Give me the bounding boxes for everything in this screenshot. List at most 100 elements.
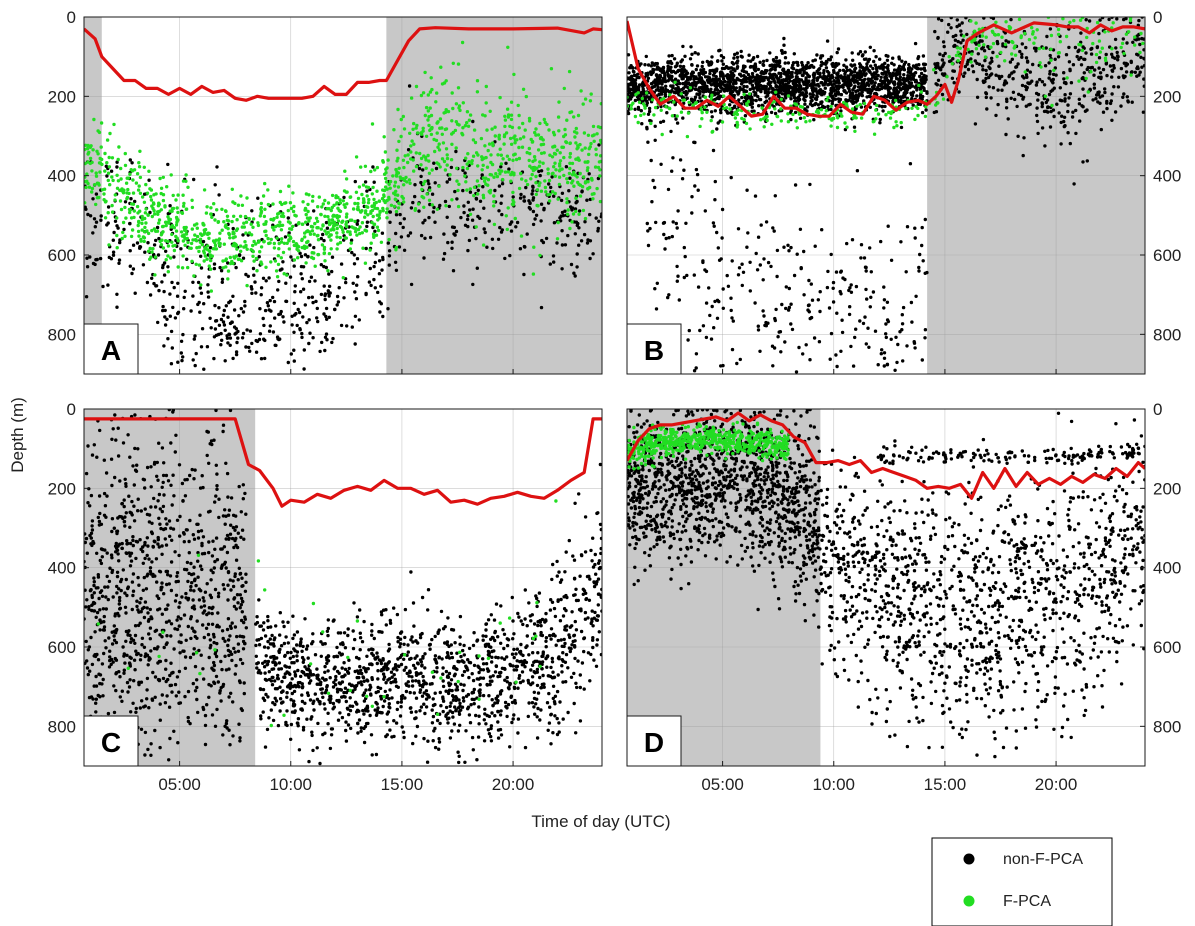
nonfpca-point: [1024, 56, 1029, 60]
nonfpca-point: [994, 73, 998, 77]
nonfpca-point: [652, 80, 657, 84]
nonfpca-point: [202, 367, 206, 371]
fpca-point: [414, 151, 418, 155]
nonfpca-point: [133, 291, 137, 295]
fpca-point: [436, 145, 440, 149]
nonfpca-point: [331, 336, 335, 341]
fpca-point: [345, 212, 349, 216]
nonfpca-point: [681, 64, 686, 69]
nonfpca-point: [770, 90, 774, 94]
fpca-point: [146, 231, 151, 236]
fpca-point: [415, 123, 419, 128]
fpca-point: [518, 137, 523, 141]
fpca-point: [451, 61, 455, 65]
nonfpca-point: [983, 58, 987, 63]
nonfpca-point: [957, 23, 962, 27]
fpca-point: [360, 231, 364, 235]
nonfpca-point: [808, 92, 812, 96]
nonfpca-point: [292, 348, 296, 352]
nonfpca-point: [851, 74, 855, 78]
fpca-point: [396, 156, 400, 160]
nonfpca-point: [855, 169, 860, 173]
nonfpca-point: [788, 85, 792, 89]
nonfpca-point: [500, 194, 504, 198]
fpca-point: [553, 161, 557, 165]
fpca-point: [583, 216, 588, 221]
nonfpca-point: [1062, 71, 1066, 75]
fpca-point: [295, 247, 299, 251]
nonfpca-point: [923, 328, 928, 332]
nonfpca-point: [683, 54, 687, 58]
nonfpca-point: [1101, 110, 1106, 114]
nonfpca-point: [539, 169, 544, 173]
fpca-point: [176, 193, 180, 197]
fpca-point: [85, 172, 89, 176]
fpca-point: [258, 214, 262, 218]
fpca-point: [419, 163, 423, 167]
nonfpca-point: [1025, 75, 1029, 79]
nonfpca-point: [885, 65, 889, 70]
fpca-point: [480, 155, 484, 159]
nonfpca-point: [1084, 18, 1088, 22]
nonfpca-point: [839, 109, 843, 113]
nonfpca-point: [917, 62, 921, 67]
fpca-point: [534, 181, 538, 185]
nonfpca-point: [837, 84, 841, 89]
nonfpca-point: [825, 39, 830, 43]
fpca-point: [508, 124, 512, 128]
nonfpca-point: [731, 78, 736, 82]
nonfpca-point: [650, 81, 654, 86]
nonfpca-point: [163, 323, 168, 327]
nonfpca-point: [499, 230, 504, 234]
nonfpca-point: [709, 337, 714, 341]
nonfpca-point: [1059, 142, 1063, 146]
fpca-point: [285, 273, 289, 277]
nonfpca-point: [718, 48, 722, 52]
nonfpca-point: [218, 265, 222, 270]
nonfpca-point: [482, 227, 486, 231]
nonfpca-point: [741, 88, 745, 92]
nonfpca-point: [697, 93, 701, 97]
nonfpca-point: [984, 92, 989, 96]
fpca-point: [277, 211, 281, 215]
fpca-point: [313, 221, 317, 226]
fpca-point: [543, 120, 547, 125]
nonfpca-point: [771, 87, 775, 92]
nonfpca-point: [442, 232, 446, 236]
nonfpca-point: [401, 225, 405, 230]
nonfpca-point: [810, 98, 814, 103]
nonfpca-point: [293, 290, 297, 294]
nonfpca-point: [266, 304, 270, 308]
nonfpca-point: [872, 59, 876, 64]
fpca-point: [148, 187, 152, 191]
nonfpca-point: [692, 77, 696, 81]
nonfpca-point: [308, 243, 312, 247]
nonfpca-point: [163, 315, 167, 319]
nonfpca-point: [1064, 81, 1068, 86]
fpca-point: [513, 216, 517, 221]
fpca-point: [108, 183, 112, 187]
nonfpca-point: [284, 281, 288, 285]
nonfpca-point: [995, 39, 999, 44]
nonfpca-point: [106, 283, 110, 287]
fpca-point: [381, 188, 385, 192]
nonfpca-point: [832, 82, 836, 86]
nonfpca-point: [736, 273, 741, 277]
nonfpca-point: [559, 219, 563, 223]
nonfpca-point: [297, 310, 302, 315]
nonfpca-point: [902, 80, 906, 85]
nonfpca-point: [898, 79, 902, 83]
nonfpca-point: [686, 338, 690, 342]
nonfpca-point: [756, 328, 761, 332]
nonfpca-point: [828, 58, 832, 62]
nonfpca-point: [1025, 60, 1030, 64]
nonfpca-point: [933, 29, 937, 34]
nonfpca-point: [145, 280, 150, 285]
fpca-point: [544, 190, 548, 194]
nonfpca-point: [664, 87, 668, 92]
fpca-point: [174, 234, 178, 239]
fpca-point: [140, 221, 144, 226]
fpca-point: [251, 225, 255, 229]
nonfpca-point: [157, 236, 161, 241]
